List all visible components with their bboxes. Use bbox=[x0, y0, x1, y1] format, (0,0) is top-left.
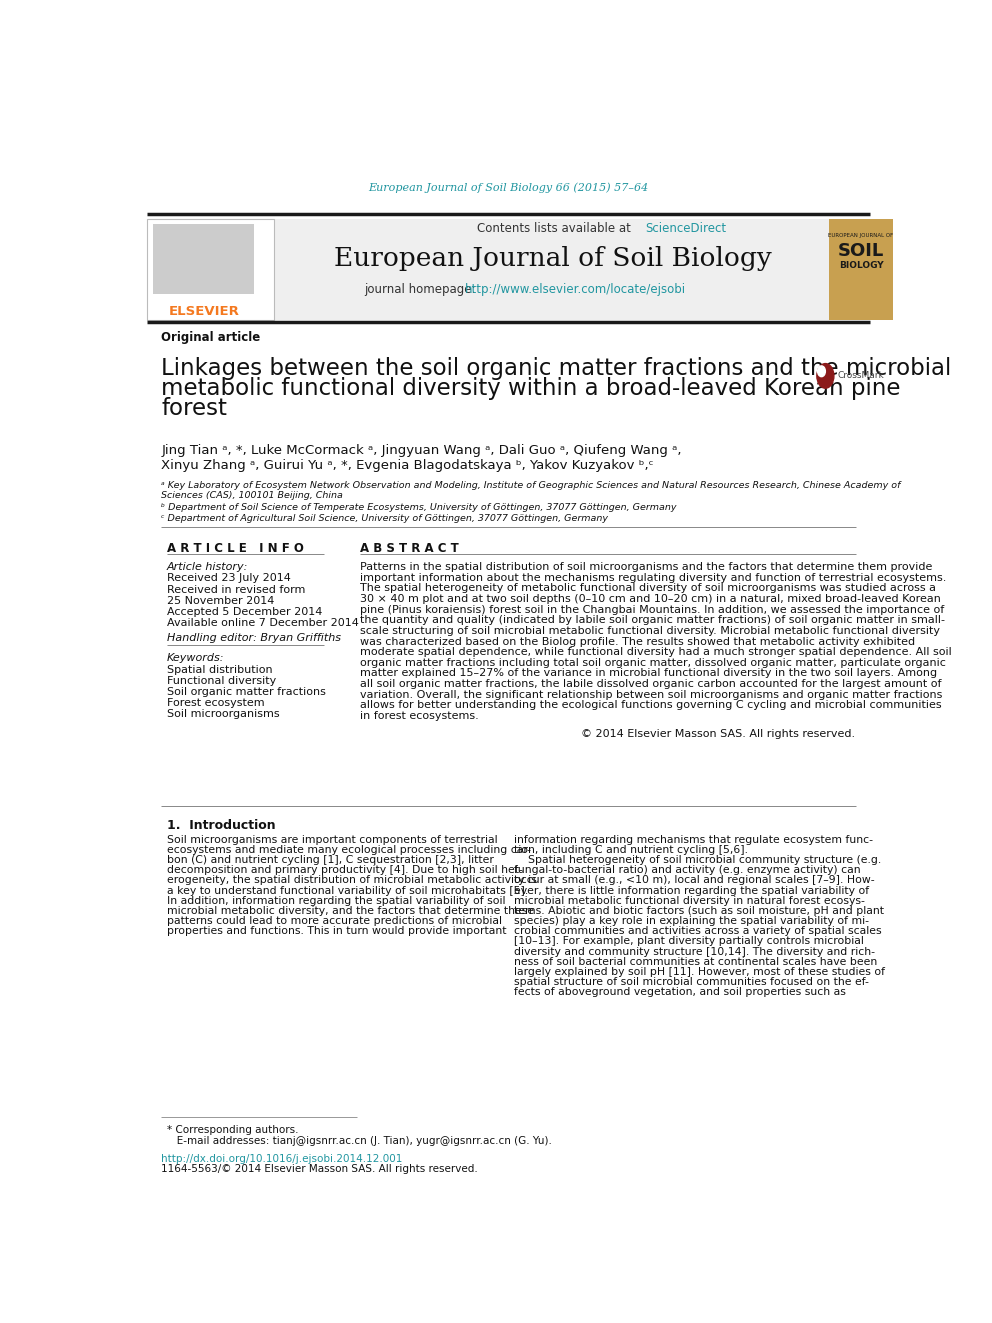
Text: ᵇ Department of Soil Science of Temperate Ecosystems, University of Göttingen, 3: ᵇ Department of Soil Science of Temperat… bbox=[161, 503, 677, 512]
Text: fects of aboveground vegetation, and soil properties such as: fects of aboveground vegetation, and soi… bbox=[514, 987, 846, 998]
Text: A R T I C L E   I N F O: A R T I C L E I N F O bbox=[167, 542, 304, 556]
Text: ever, there is little information regarding the spatial variability of: ever, there is little information regard… bbox=[514, 885, 869, 896]
Text: moderate spatial dependence, while functional diversity had a much stronger spat: moderate spatial dependence, while funct… bbox=[360, 647, 952, 658]
Text: crobial communities and activities across a variety of spatial scales: crobial communities and activities acros… bbox=[514, 926, 882, 937]
Text: A B S T R A C T: A B S T R A C T bbox=[360, 542, 459, 556]
Text: 25 November 2014: 25 November 2014 bbox=[167, 595, 274, 606]
Text: Patterns in the spatial distribution of soil microorganisms and the factors that: Patterns in the spatial distribution of … bbox=[360, 562, 932, 573]
Text: scale structuring of soil microbial metabolic functional diversity. Microbial me: scale structuring of soil microbial meta… bbox=[360, 626, 940, 636]
Text: Soil microorganisms: Soil microorganisms bbox=[167, 709, 280, 720]
Text: EUROPEAN JOURNAL OF: EUROPEAN JOURNAL OF bbox=[828, 233, 894, 238]
Text: matter explained 15–27% of the variance in microbial functional diversity in the: matter explained 15–27% of the variance … bbox=[360, 668, 937, 679]
Text: CrossMark: CrossMark bbox=[837, 372, 884, 381]
Text: Available online 7 December 2014: Available online 7 December 2014 bbox=[167, 618, 358, 628]
Text: properties and functions. This in turn would provide important: properties and functions. This in turn w… bbox=[167, 926, 506, 937]
Text: Contents lists available at: Contents lists available at bbox=[476, 222, 634, 235]
Text: http://www.elsevier.com/locate/ejsobi: http://www.elsevier.com/locate/ejsobi bbox=[465, 283, 686, 296]
Text: ScienceDirect: ScienceDirect bbox=[645, 222, 726, 235]
Text: ness of soil bacterial communities at continental scales have been: ness of soil bacterial communities at co… bbox=[514, 957, 877, 967]
Text: Handling editor: Bryan Griffiths: Handling editor: Bryan Griffiths bbox=[167, 632, 340, 643]
Text: Jing Tian ᵃ, *, Luke McCormack ᵃ, Jingyuan Wang ᵃ, Dali Guo ᵃ, Qiufeng Wang ᵃ,: Jing Tian ᵃ, *, Luke McCormack ᵃ, Jingyu… bbox=[161, 443, 682, 456]
Text: all soil organic matter fractions, the labile dissolved organic carbon accounted: all soil organic matter fractions, the l… bbox=[360, 679, 941, 689]
Text: Soil organic matter fractions: Soil organic matter fractions bbox=[167, 687, 325, 697]
Text: diversity and community structure [10,14]. The diversity and rich-: diversity and community structure [10,14… bbox=[514, 947, 875, 957]
Text: http://dx.doi.org/10.1016/j.ejsobi.2014.12.001: http://dx.doi.org/10.1016/j.ejsobi.2014.… bbox=[161, 1154, 403, 1164]
Text: Spatial distribution: Spatial distribution bbox=[167, 664, 272, 675]
Text: microbial metabolic functional diversity in natural forest ecosys-: microbial metabolic functional diversity… bbox=[514, 896, 865, 906]
Text: ᵃ Key Laboratory of Ecosystem Network Observation and Modeling, Institute of Geo: ᵃ Key Laboratory of Ecosystem Network Ob… bbox=[161, 480, 901, 490]
Text: Spatial heterogeneity of soil microbial community structure (e.g.: Spatial heterogeneity of soil microbial … bbox=[514, 855, 881, 865]
FancyBboxPatch shape bbox=[154, 224, 254, 294]
Text: © 2014 Elsevier Masson SAS. All rights reserved.: © 2014 Elsevier Masson SAS. All rights r… bbox=[581, 729, 855, 740]
Text: Xinyu Zhang ᵃ, Guirui Yu ᵃ, *, Evgenia Blagodatskaya ᵇ, Yakov Kuzyakov ᵇ,ᶜ: Xinyu Zhang ᵃ, Guirui Yu ᵃ, *, Evgenia B… bbox=[161, 459, 654, 472]
Text: E-mail addresses: tianj@igsnrr.ac.cn (J. Tian), yugr@igsnrr.ac.cn (G. Yu).: E-mail addresses: tianj@igsnrr.ac.cn (J.… bbox=[167, 1136, 552, 1146]
Text: journal homepage:: journal homepage: bbox=[364, 283, 479, 296]
Text: a key to understand functional variability of soil microhabitats [5].: a key to understand functional variabili… bbox=[167, 885, 528, 896]
Ellipse shape bbox=[817, 366, 825, 377]
Text: 1.  Introduction: 1. Introduction bbox=[167, 819, 275, 832]
Text: [10–13]. For example, plant diversity partially controls microbial: [10–13]. For example, plant diversity pa… bbox=[514, 937, 864, 946]
Text: patterns could lead to more accurate predictions of microbial: patterns could lead to more accurate pre… bbox=[167, 916, 502, 926]
Text: Received 23 July 2014: Received 23 July 2014 bbox=[167, 573, 291, 583]
Text: allows for better understanding the ecological functions governing C cycling and: allows for better understanding the ecol… bbox=[360, 700, 942, 710]
Text: Forest ecosystem: Forest ecosystem bbox=[167, 699, 264, 708]
Text: was characterized based on the Biolog profile. The results showed that metabolic: was characterized based on the Biolog pr… bbox=[360, 636, 916, 647]
Text: metabolic functional diversity within a broad-leaved Korean pine: metabolic functional diversity within a … bbox=[161, 377, 901, 401]
Text: the quantity and quality (indicated by labile soil organic matter fractions) of : the quantity and quality (indicated by l… bbox=[360, 615, 945, 626]
Text: 1164-5563/© 2014 Elsevier Masson SAS. All rights reserved.: 1164-5563/© 2014 Elsevier Masson SAS. Al… bbox=[161, 1164, 478, 1175]
Text: organic matter fractions including total soil organic matter, dissolved organic : organic matter fractions including total… bbox=[360, 658, 946, 668]
FancyBboxPatch shape bbox=[147, 218, 274, 320]
Text: ecosystems and mediate many ecological processes including car-: ecosystems and mediate many ecological p… bbox=[167, 845, 531, 855]
Text: Original article: Original article bbox=[161, 331, 261, 344]
Text: European Journal of Soil Biology 66 (2015) 57–64: European Journal of Soil Biology 66 (201… bbox=[368, 183, 649, 193]
Text: Linkages between the soil organic matter fractions and the microbial: Linkages between the soil organic matter… bbox=[161, 357, 951, 381]
Text: pine (Pinus koraiensis) forest soil in the Changbai Mountains. In addition, we a: pine (Pinus koraiensis) forest soil in t… bbox=[360, 605, 944, 615]
Text: largely explained by soil pH [11]. However, most of these studies of: largely explained by soil pH [11]. Howev… bbox=[514, 967, 885, 976]
FancyBboxPatch shape bbox=[274, 218, 829, 320]
Text: BIOLOGY: BIOLOGY bbox=[838, 261, 883, 270]
Text: * Corresponding authors.: * Corresponding authors. bbox=[167, 1125, 299, 1135]
Text: ᶜ Department of Agricultural Soil Science, University of Göttingen, 37077 Göttin: ᶜ Department of Agricultural Soil Scienc… bbox=[161, 513, 608, 523]
Text: Soil microorganisms are important components of terrestrial: Soil microorganisms are important compon… bbox=[167, 835, 497, 845]
Text: fungal-to-bacterial ratio) and activity (e.g. enzyme activity) can: fungal-to-bacterial ratio) and activity … bbox=[514, 865, 860, 876]
Text: Sciences (CAS), 100101 Beijing, China: Sciences (CAS), 100101 Beijing, China bbox=[161, 491, 343, 500]
Text: erogeneity, the spatial distribution of microbial metabolic activity is: erogeneity, the spatial distribution of … bbox=[167, 876, 537, 885]
Text: Keywords:: Keywords: bbox=[167, 654, 224, 663]
FancyBboxPatch shape bbox=[829, 218, 893, 320]
Text: in forest ecosystems.: in forest ecosystems. bbox=[360, 710, 479, 721]
Text: forest: forest bbox=[161, 397, 227, 421]
Text: spatial structure of soil microbial communities focused on the ef-: spatial structure of soil microbial comm… bbox=[514, 978, 869, 987]
Text: bon (C) and nutrient cycling [1], C sequestration [2,3], litter: bon (C) and nutrient cycling [1], C sequ… bbox=[167, 855, 493, 865]
Text: occur at small (e.g., <10 m), local and regional scales [7–9]. How-: occur at small (e.g., <10 m), local and … bbox=[514, 876, 875, 885]
Text: In addition, information regarding the spatial variability of soil: In addition, information regarding the s… bbox=[167, 896, 505, 906]
Text: microbial metabolic diversity, and the factors that determine these: microbial metabolic diversity, and the f… bbox=[167, 906, 534, 916]
Text: 30 × 40 m plot and at two soil depths (0–10 cm and 10–20 cm) in a natural, mixed: 30 × 40 m plot and at two soil depths (0… bbox=[360, 594, 941, 605]
Text: variation. Overall, the significant relationship between soil microorganisms and: variation. Overall, the significant rela… bbox=[360, 689, 942, 700]
Text: tems. Abiotic and biotic factors (such as soil moisture, pH and plant: tems. Abiotic and biotic factors (such a… bbox=[514, 906, 884, 916]
Text: The spatial heterogeneity of metabolic functional diversity of soil microorganis: The spatial heterogeneity of metabolic f… bbox=[360, 583, 936, 594]
Text: European Journal of Soil Biology: European Journal of Soil Biology bbox=[333, 246, 772, 271]
Text: Received in revised form: Received in revised form bbox=[167, 585, 305, 594]
Text: ELSEVIER: ELSEVIER bbox=[169, 304, 240, 318]
Text: Accepted 5 December 2014: Accepted 5 December 2014 bbox=[167, 607, 322, 617]
Ellipse shape bbox=[816, 364, 834, 388]
Text: Functional diversity: Functional diversity bbox=[167, 676, 276, 685]
Text: SOIL: SOIL bbox=[838, 242, 884, 261]
Text: Article history:: Article history: bbox=[167, 562, 248, 573]
Text: decomposition and primary productivity [4]. Due to high soil het-: decomposition and primary productivity [… bbox=[167, 865, 523, 876]
Text: information regarding mechanisms that regulate ecosystem func-: information regarding mechanisms that re… bbox=[514, 835, 873, 845]
Text: species) play a key role in explaining the spatial variability of mi-: species) play a key role in explaining t… bbox=[514, 916, 869, 926]
Text: tion, including C and nutrient cycling [5,6].: tion, including C and nutrient cycling [… bbox=[514, 845, 748, 855]
Text: important information about the mechanisms regulating diversity and function of : important information about the mechanis… bbox=[360, 573, 946, 583]
